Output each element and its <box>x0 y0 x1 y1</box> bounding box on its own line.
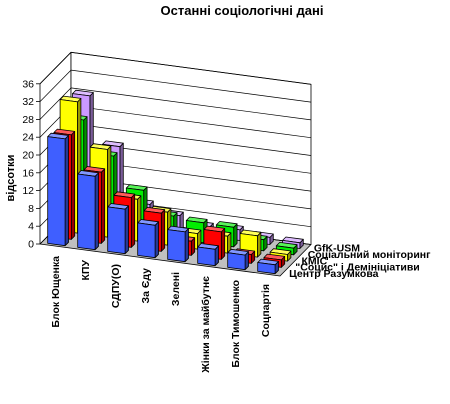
bar <box>107 206 126 255</box>
bar <box>197 246 216 267</box>
bar-side <box>160 209 166 252</box>
y-tick-label: 0 <box>28 239 34 251</box>
bar <box>227 252 246 271</box>
chart-title: Останні соціологічні дані <box>161 3 324 18</box>
bar-side <box>124 205 129 255</box>
bar <box>167 229 186 263</box>
bar-side <box>220 227 226 260</box>
category-label: КПУ <box>80 260 92 281</box>
bar <box>257 262 276 275</box>
gridline <box>70 123 312 156</box>
gridline <box>39 52 72 85</box>
y-tick-label: 28 <box>22 114 34 126</box>
y-tick-label: 36 <box>22 78 34 90</box>
bar-side <box>94 172 99 251</box>
y-tick-label: 12 <box>22 185 34 197</box>
gridline <box>39 69 72 102</box>
y-tick-label: 8 <box>28 203 34 215</box>
series-label: GfK-USM <box>314 243 360 255</box>
series-label: Соціальний моніторинг <box>308 249 431 261</box>
bar <box>137 222 156 259</box>
bar-side <box>100 168 106 244</box>
bar-side <box>184 228 189 263</box>
category-label: Соцпартія <box>260 284 272 337</box>
bar-side <box>130 193 136 248</box>
y-tick-label: 24 <box>22 132 34 144</box>
y-tick-label: 4 <box>28 221 34 233</box>
bar <box>47 136 66 247</box>
bar-side <box>64 135 69 247</box>
bar-side <box>70 130 76 240</box>
gridline <box>70 69 312 103</box>
y-tick-label: 16 <box>22 167 34 179</box>
y-tick-label: 20 <box>22 150 34 162</box>
category-label: Блок Ющенка <box>50 256 62 328</box>
series-label: КМІС <box>302 255 328 267</box>
series-label: "Социс" і Демініціативи <box>295 262 419 274</box>
gridline <box>70 105 312 139</box>
category-label: Зелені <box>170 272 182 306</box>
y-tick-label: 32 <box>22 96 34 108</box>
bar-side <box>257 231 262 258</box>
series-label: Центр Разумкова <box>289 268 379 280</box>
category-label: СДПУ(О) <box>110 264 122 308</box>
gridline <box>39 87 72 120</box>
chart-bars <box>47 89 304 275</box>
category-label: Жінки за майбутнє <box>200 276 212 374</box>
chart-labels: 0 4 8 12 16 20 24 28 32 36 Блок Ющенка КПУ СДПУ(О) За… <box>22 78 431 373</box>
bar <box>77 173 96 251</box>
gridline <box>70 87 312 121</box>
category-label: За Єду <box>140 268 152 304</box>
bar-side <box>154 221 159 259</box>
y-axis-label: відсотки <box>5 155 17 202</box>
category-label: Блок Тимошенко <box>230 280 242 368</box>
gridline <box>70 51 312 85</box>
